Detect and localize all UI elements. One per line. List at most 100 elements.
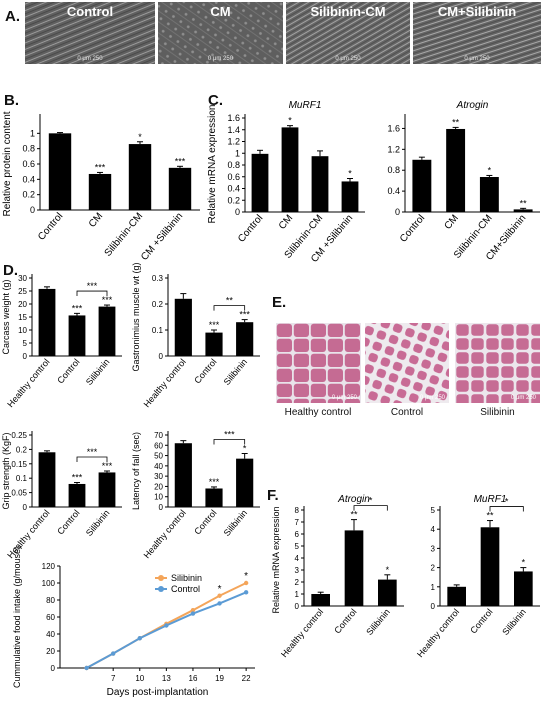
chart-title: MuRF1 bbox=[289, 100, 322, 111]
chart-murf1-cells: 0 0.20.4 0.6 0.8 11.2 1.4 1.6 Relative mRNA exp… bbox=[207, 100, 365, 265]
scale-bar-label: 0 μm 250 bbox=[77, 56, 103, 62]
y-tick-label: 1 bbox=[295, 590, 300, 599]
x-tick-label: Control bbox=[55, 508, 81, 537]
data-point bbox=[190, 611, 196, 616]
significance-marker: * bbox=[138, 132, 142, 142]
y-tick-label: 7 bbox=[295, 518, 300, 527]
panel-label-b: B. bbox=[4, 92, 19, 109]
significance-marker: *** bbox=[102, 295, 113, 305]
y-tick-label: 3 bbox=[431, 544, 436, 553]
significance-marker: * bbox=[386, 565, 390, 575]
x-tick-label: 13 bbox=[162, 674, 171, 683]
histology-caption: Silibinin bbox=[480, 407, 515, 418]
y-tick-label: 0 bbox=[159, 352, 164, 361]
micrograph-texture bbox=[158, 2, 283, 64]
x-tick-label: Healthy control bbox=[415, 607, 461, 659]
y-tick-label: 1.4 bbox=[227, 125, 240, 135]
y-tick-label: 0.2 bbox=[16, 445, 28, 454]
x-tick-label: CM +Silibinin bbox=[139, 211, 185, 263]
y-tick-label: 1.2 bbox=[387, 144, 400, 154]
bar bbox=[174, 443, 192, 507]
y-tick-label: 15 bbox=[18, 313, 27, 322]
y-tick-label: 4 bbox=[295, 554, 300, 563]
y-tick-label: 0 bbox=[30, 205, 35, 215]
y-tick-label: 30 bbox=[18, 274, 27, 283]
significance-marker: *** bbox=[175, 156, 186, 166]
y-tick-label: 0 bbox=[395, 207, 400, 217]
significance-bracket bbox=[489, 506, 524, 512]
micrograph-caption: Silibinin-CM bbox=[310, 4, 386, 19]
y-tick-label: 1 bbox=[30, 128, 35, 138]
chart-food-intake: 0 20 40 60 80 100 120 7 10 13 16 19 22 Days post-impl… bbox=[12, 546, 255, 698]
significance-marker: *** bbox=[209, 477, 220, 487]
micrograph-caption: CM bbox=[210, 4, 231, 19]
bracket-label: *** bbox=[224, 430, 235, 440]
significance-marker: * bbox=[218, 584, 222, 595]
y-tick-label: 0.05 bbox=[11, 489, 27, 498]
scale-bar-label: 0 μm 250 bbox=[510, 395, 536, 401]
bar bbox=[205, 488, 223, 507]
x-tick-label: Control bbox=[55, 357, 81, 386]
y-tick-label: 0 bbox=[295, 602, 300, 611]
y-tick-label: 0 bbox=[23, 503, 28, 512]
significance-bracket bbox=[213, 439, 246, 445]
chart-murf1-tissue: 0 1 2 3 4 5 MuRF1 Healthy control ** Control * Sili… bbox=[415, 494, 540, 659]
series-line bbox=[86, 591, 247, 669]
y-tick-label: 1.6 bbox=[387, 123, 400, 133]
y-tick-label: 0.6 bbox=[22, 159, 35, 169]
chart-carcass-weight: 0 5 10 15 20 25 30 Carcass weight (g) Healthy co… bbox=[1, 274, 122, 409]
x-tick-label: Healthy control bbox=[5, 357, 51, 409]
y-tick-label: 0.6 bbox=[227, 172, 240, 182]
x-tick-label: Silibinin bbox=[84, 357, 112, 387]
y-tick-label: 0.25 bbox=[11, 431, 27, 440]
scale-bar-label: 0 μm 250 bbox=[464, 56, 490, 62]
y-tick-label: 0.1 bbox=[152, 326, 164, 335]
y-tick-label: 0.4 bbox=[22, 174, 35, 184]
x-tick-label: Healthy control bbox=[279, 607, 325, 659]
significance-marker: * bbox=[244, 571, 248, 582]
x-tick-label: Silibinin bbox=[84, 508, 112, 538]
y-axis-label: Relative mRNA expression bbox=[207, 105, 218, 224]
x-tick-label: CM bbox=[277, 213, 295, 232]
significance-marker: ** bbox=[486, 511, 494, 521]
y-tick-label: 0.4 bbox=[387, 186, 400, 196]
bar bbox=[174, 298, 192, 356]
x-tick-label: Control bbox=[192, 357, 218, 386]
micrograph-caption: CM+Silibinin bbox=[437, 4, 517, 19]
histology-healthy-control: 0 μm 250 bbox=[276, 323, 361, 403]
micrograph-texture bbox=[413, 2, 541, 64]
x-tick-label: CM bbox=[442, 213, 460, 232]
significance-marker: ** bbox=[350, 510, 358, 520]
y-tick-label: 50 bbox=[154, 452, 163, 461]
y-tick-label: 8 bbox=[295, 506, 300, 515]
x-tick-label: Control bbox=[36, 211, 65, 243]
bar bbox=[311, 156, 329, 212]
chart-title: MuRF1 bbox=[474, 494, 507, 505]
bar bbox=[48, 133, 72, 210]
significance-marker: * bbox=[243, 444, 247, 454]
histology-texture bbox=[276, 323, 361, 403]
y-tick-label: 40 bbox=[154, 462, 163, 471]
x-tick-label: Healthy control bbox=[142, 357, 188, 409]
bracket-label: * bbox=[369, 496, 373, 506]
y-tick-label: 0 bbox=[235, 207, 240, 217]
y-axis-label: Relative protein content bbox=[2, 111, 13, 216]
y-tick-label: 0.2 bbox=[227, 195, 240, 205]
significance-marker: *** bbox=[239, 310, 250, 320]
chart-relative-protein: 0 0.2 0.4 0.6 0.8 1 Relative protein content Co… bbox=[2, 111, 200, 263]
significance-marker: *** bbox=[72, 473, 83, 483]
y-tick-label: 0.2 bbox=[152, 300, 164, 309]
x-tick-label: Silibinin bbox=[222, 508, 250, 538]
histology-control: 0 μm 250 bbox=[365, 323, 449, 403]
significance-marker: * bbox=[288, 116, 292, 126]
bar bbox=[236, 322, 254, 356]
bar bbox=[447, 586, 466, 606]
data-point bbox=[164, 623, 169, 628]
significance-marker: *** bbox=[95, 162, 106, 172]
y-tick-label: 0.2 bbox=[22, 190, 35, 200]
histology-texture bbox=[455, 323, 540, 403]
y-tick-label: 2 bbox=[295, 578, 300, 587]
chart-title: Atrogin bbox=[456, 100, 489, 111]
bar bbox=[311, 594, 330, 606]
bar bbox=[205, 332, 223, 356]
